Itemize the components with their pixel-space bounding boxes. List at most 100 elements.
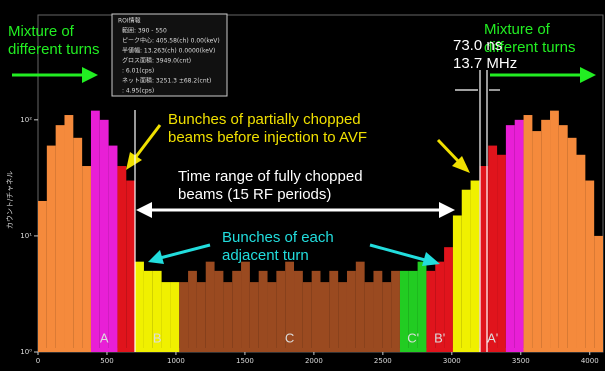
bar xyxy=(408,270,418,352)
bar xyxy=(179,282,189,352)
bar xyxy=(276,270,286,352)
arrow-head xyxy=(148,250,164,264)
bar xyxy=(417,261,427,352)
region-strip xyxy=(90,348,118,352)
bar xyxy=(346,270,356,352)
bar xyxy=(90,110,100,352)
annotation: 73.0 ns xyxy=(453,37,502,54)
markers xyxy=(134,70,500,352)
arrow xyxy=(133,124,162,159)
bar xyxy=(285,261,295,352)
inset-line: : 4.95(cps) xyxy=(122,88,154,95)
x-tick-label: 2500 xyxy=(374,357,392,365)
bar xyxy=(435,261,445,352)
bar xyxy=(135,261,144,352)
bar xyxy=(576,154,586,352)
region-strip xyxy=(523,348,603,352)
annotation: beams (15 RF periods) xyxy=(178,186,331,203)
arrow-head xyxy=(439,202,455,218)
region-strip xyxy=(452,348,480,352)
arrow-head xyxy=(126,152,142,170)
region-strip xyxy=(179,348,400,352)
bar xyxy=(355,261,365,352)
bar xyxy=(488,145,498,352)
annotation: Time range of fully chopped xyxy=(178,168,363,185)
bar xyxy=(38,200,47,352)
bar xyxy=(523,115,533,352)
bar xyxy=(567,137,577,352)
bar xyxy=(594,235,603,352)
region-strip xyxy=(426,348,453,352)
region-strip xyxy=(117,348,136,352)
bar xyxy=(82,166,91,352)
bar xyxy=(461,189,471,352)
arrow xyxy=(369,243,426,262)
annotation: different turns xyxy=(8,41,99,58)
bar xyxy=(541,119,551,352)
annotation: Mixture of xyxy=(484,21,551,38)
annotation: Bunches of partially chopped xyxy=(168,111,361,128)
bar xyxy=(550,110,559,352)
inset-line: ネット面積: 3251.3 ±68.2(cnt) xyxy=(122,77,211,85)
x-tick-label: 4000 xyxy=(581,357,599,365)
bar xyxy=(223,282,233,352)
region-strip xyxy=(38,348,91,352)
arrow-head xyxy=(136,202,152,218)
region-strip xyxy=(479,348,506,352)
inset-line: ROI情報 xyxy=(118,17,141,25)
bar xyxy=(505,125,515,352)
x-tick-label: 500 xyxy=(100,357,113,365)
bar xyxy=(311,270,321,352)
region-label: B' xyxy=(434,330,445,345)
bar xyxy=(241,261,250,352)
bar xyxy=(126,180,136,352)
annotation: beams before injection to AVF xyxy=(168,129,367,146)
plot-area: 10⁰ 10¹ 10² 0 500 1000 1500 2000 2500 3000 3500 400… xyxy=(20,14,604,365)
bar xyxy=(426,270,436,352)
bar xyxy=(170,282,180,352)
bar xyxy=(338,282,347,352)
bar xyxy=(188,270,197,352)
bar xyxy=(152,270,162,352)
bar xyxy=(214,270,224,352)
bar xyxy=(99,119,109,352)
annotation: adjacent turn xyxy=(222,247,309,264)
bar xyxy=(532,131,542,352)
bar xyxy=(329,270,339,352)
bar xyxy=(46,145,56,352)
inset-line: 範囲: 390 - 550 xyxy=(122,27,167,35)
bar xyxy=(497,154,506,352)
region-strip xyxy=(135,348,180,352)
x-tick-label: 1000 xyxy=(167,357,185,365)
bar xyxy=(320,282,330,352)
bar xyxy=(267,282,277,352)
bar xyxy=(479,166,489,352)
region-strip xyxy=(399,348,427,352)
annotation: Mixture of xyxy=(8,23,75,40)
bar xyxy=(585,180,595,352)
arrow xyxy=(436,138,462,165)
bar xyxy=(161,282,171,352)
arrow-head xyxy=(452,156,470,173)
bar xyxy=(373,270,383,352)
inset-line: 半値幅: 13.263(ch) 0.0000(keV) xyxy=(122,47,215,55)
bar xyxy=(196,282,206,352)
bar xyxy=(205,261,215,352)
inset-box xyxy=(111,13,228,97)
bar xyxy=(470,180,480,352)
region-strip xyxy=(505,348,524,352)
inset-line: : 6.01(cps) xyxy=(122,68,154,75)
region-label: A' xyxy=(487,330,498,345)
region-label: A xyxy=(100,330,109,345)
bar xyxy=(73,137,83,352)
bar xyxy=(108,145,118,352)
arrow-head xyxy=(82,67,98,83)
annotation: different turns xyxy=(484,39,575,56)
x-tick-label: 3500 xyxy=(512,357,530,365)
y-tick-label: 10¹ xyxy=(20,232,32,240)
bar xyxy=(364,282,374,352)
bar xyxy=(55,125,65,352)
